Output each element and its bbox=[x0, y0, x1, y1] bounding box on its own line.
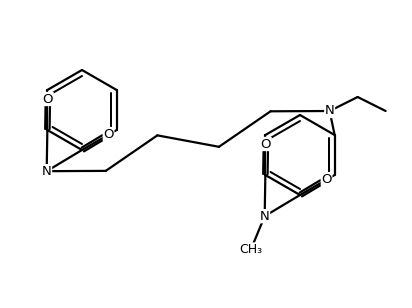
Text: CH₃: CH₃ bbox=[239, 243, 262, 256]
Text: O: O bbox=[42, 92, 53, 106]
Text: O: O bbox=[321, 172, 332, 185]
Text: N: N bbox=[325, 104, 335, 117]
Text: O: O bbox=[103, 128, 114, 140]
Text: N: N bbox=[42, 165, 52, 178]
Text: N: N bbox=[260, 210, 269, 223]
Text: O: O bbox=[261, 137, 271, 151]
